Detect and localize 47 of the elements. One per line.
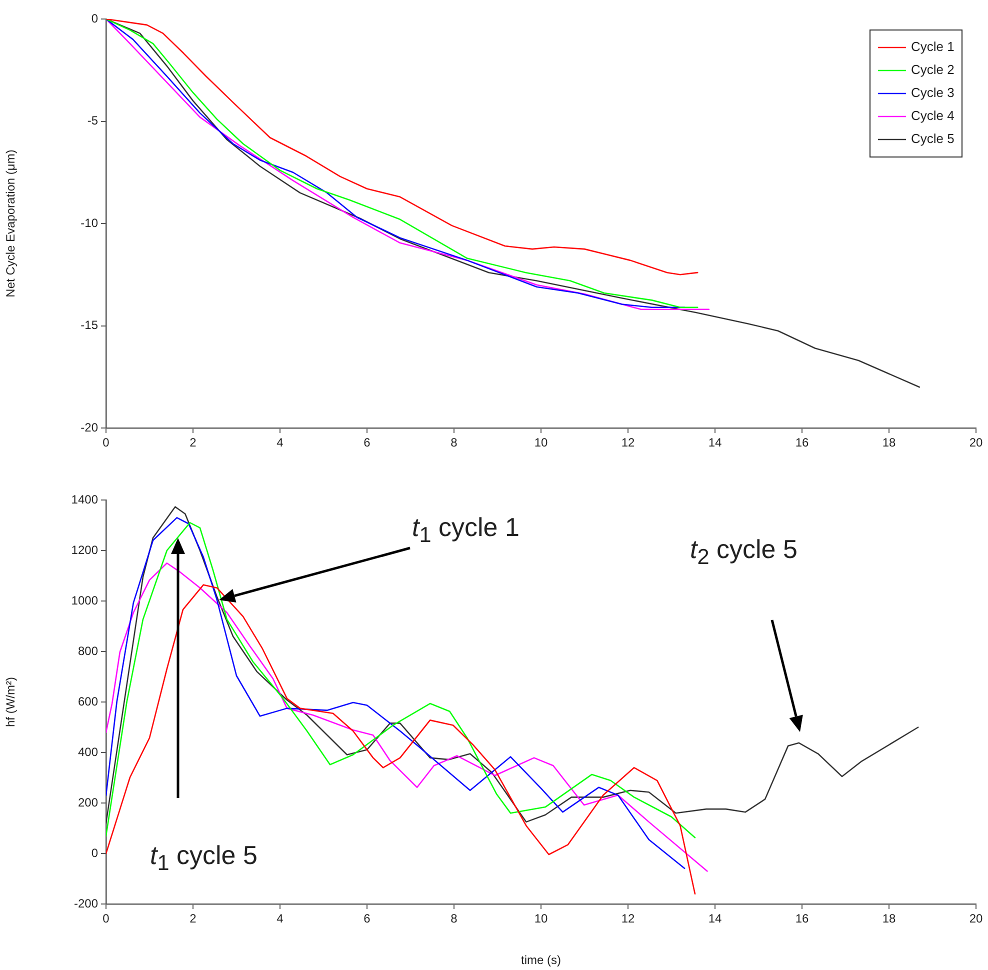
x-tick-label: 16: [795, 436, 809, 450]
y-tick-label: -15: [80, 318, 98, 332]
x-tick-label: 6: [364, 912, 371, 926]
legend-label: Cycle 3: [911, 85, 954, 100]
y-tick-label: 0: [91, 846, 98, 860]
x-tick-label: 8: [450, 912, 458, 926]
y-tick-label: -10: [80, 216, 98, 230]
x-tick-label: 0: [102, 436, 110, 450]
x-tick-label: 4: [276, 436, 284, 450]
y-tick-label: -5: [87, 114, 98, 128]
x-tick-label: 10: [534, 436, 548, 450]
x-tick-label: 18: [882, 436, 896, 450]
x-tick-label: 18: [882, 912, 896, 926]
x-tick-label: 4: [276, 912, 284, 926]
y-axis-title: Net Cycle Evaporation (μm): [4, 150, 18, 298]
y-tick-label: 800: [78, 644, 98, 658]
annotation: t$_{2}$ cycle 5: [690, 534, 798, 570]
y-tick-label: 0: [91, 11, 98, 26]
x-tick-label: 8: [450, 436, 458, 450]
y-tick-label: -20: [80, 420, 98, 434]
annotation: t$_{1}$ cycle 1: [412, 512, 520, 548]
x-tick-label: 2: [190, 436, 197, 450]
x-tick-label: 2: [190, 912, 197, 926]
y-tick-label: 1400: [71, 492, 98, 506]
y-tick-label: -200: [74, 896, 98, 910]
y-tick-label: 1200: [71, 542, 98, 557]
legend-label: Cycle 1: [911, 39, 954, 54]
y-tick-label: 400: [78, 744, 98, 759]
y-axis-title: hf (W/m²): [4, 677, 18, 727]
x-tick-label: 20: [969, 436, 983, 450]
x-tick-label: 12: [621, 912, 635, 926]
x-tick-label: 14: [708, 436, 722, 450]
x-tick-label: 12: [621, 436, 635, 450]
y-tick-label: 600: [78, 694, 98, 708]
x-tick-label: 14: [708, 912, 722, 926]
y-tick-label: 200: [78, 795, 98, 810]
x-tick-label: 10: [534, 912, 548, 926]
y-tick-label: 1000: [71, 593, 98, 608]
annotation: t$_{1}$ cycle 5: [150, 840, 258, 876]
x-tick-label: 16: [795, 912, 809, 926]
x-tick-label: 6: [364, 436, 371, 450]
legend-label: Cycle 4: [911, 108, 954, 124]
legend-label: Cycle 5: [911, 131, 954, 146]
x-axis-title: time (s): [521, 953, 561, 968]
x-tick-label: 0: [102, 912, 110, 926]
legend-label: Cycle 2: [911, 62, 954, 78]
x-tick-label: 20: [969, 912, 983, 926]
